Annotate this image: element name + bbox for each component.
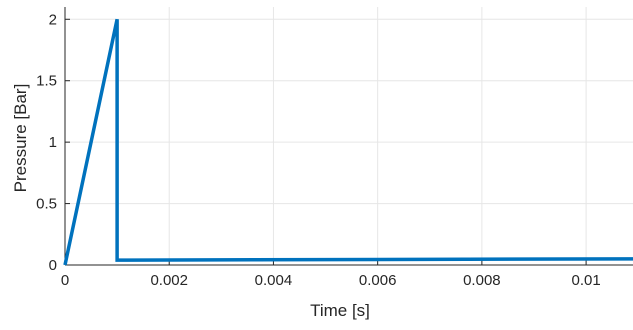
plot-area — [65, 7, 633, 265]
series-line — [63, 18, 633, 266]
y-tick-label: 1.5 — [36, 73, 57, 90]
y-tick-label: 2 — [49, 11, 57, 28]
tick-labels: 0 0.002 0.004 0.006 0.008 0.01 0 0.5 1 1.5 2 — [36, 11, 601, 289]
x-tick-label: 0.008 — [463, 272, 501, 289]
y-axis-label: Pressure [Bar] — [11, 84, 30, 193]
x-tick-label: 0.002 — [150, 272, 188, 289]
y-tick-label: 0 — [49, 257, 57, 274]
y-tick-label: 1 — [49, 134, 57, 151]
x-tick-label: 0 — [61, 272, 69, 289]
x-tick-label: 0.006 — [359, 272, 397, 289]
series-layer — [63, 18, 633, 266]
x-tick-label: 0.01 — [571, 272, 600, 289]
grid — [65, 7, 633, 265]
x-axis-label: Time [s] — [310, 301, 370, 320]
x-tick-label: 0.004 — [255, 272, 293, 289]
y-tick-label: 0.5 — [36, 196, 57, 213]
